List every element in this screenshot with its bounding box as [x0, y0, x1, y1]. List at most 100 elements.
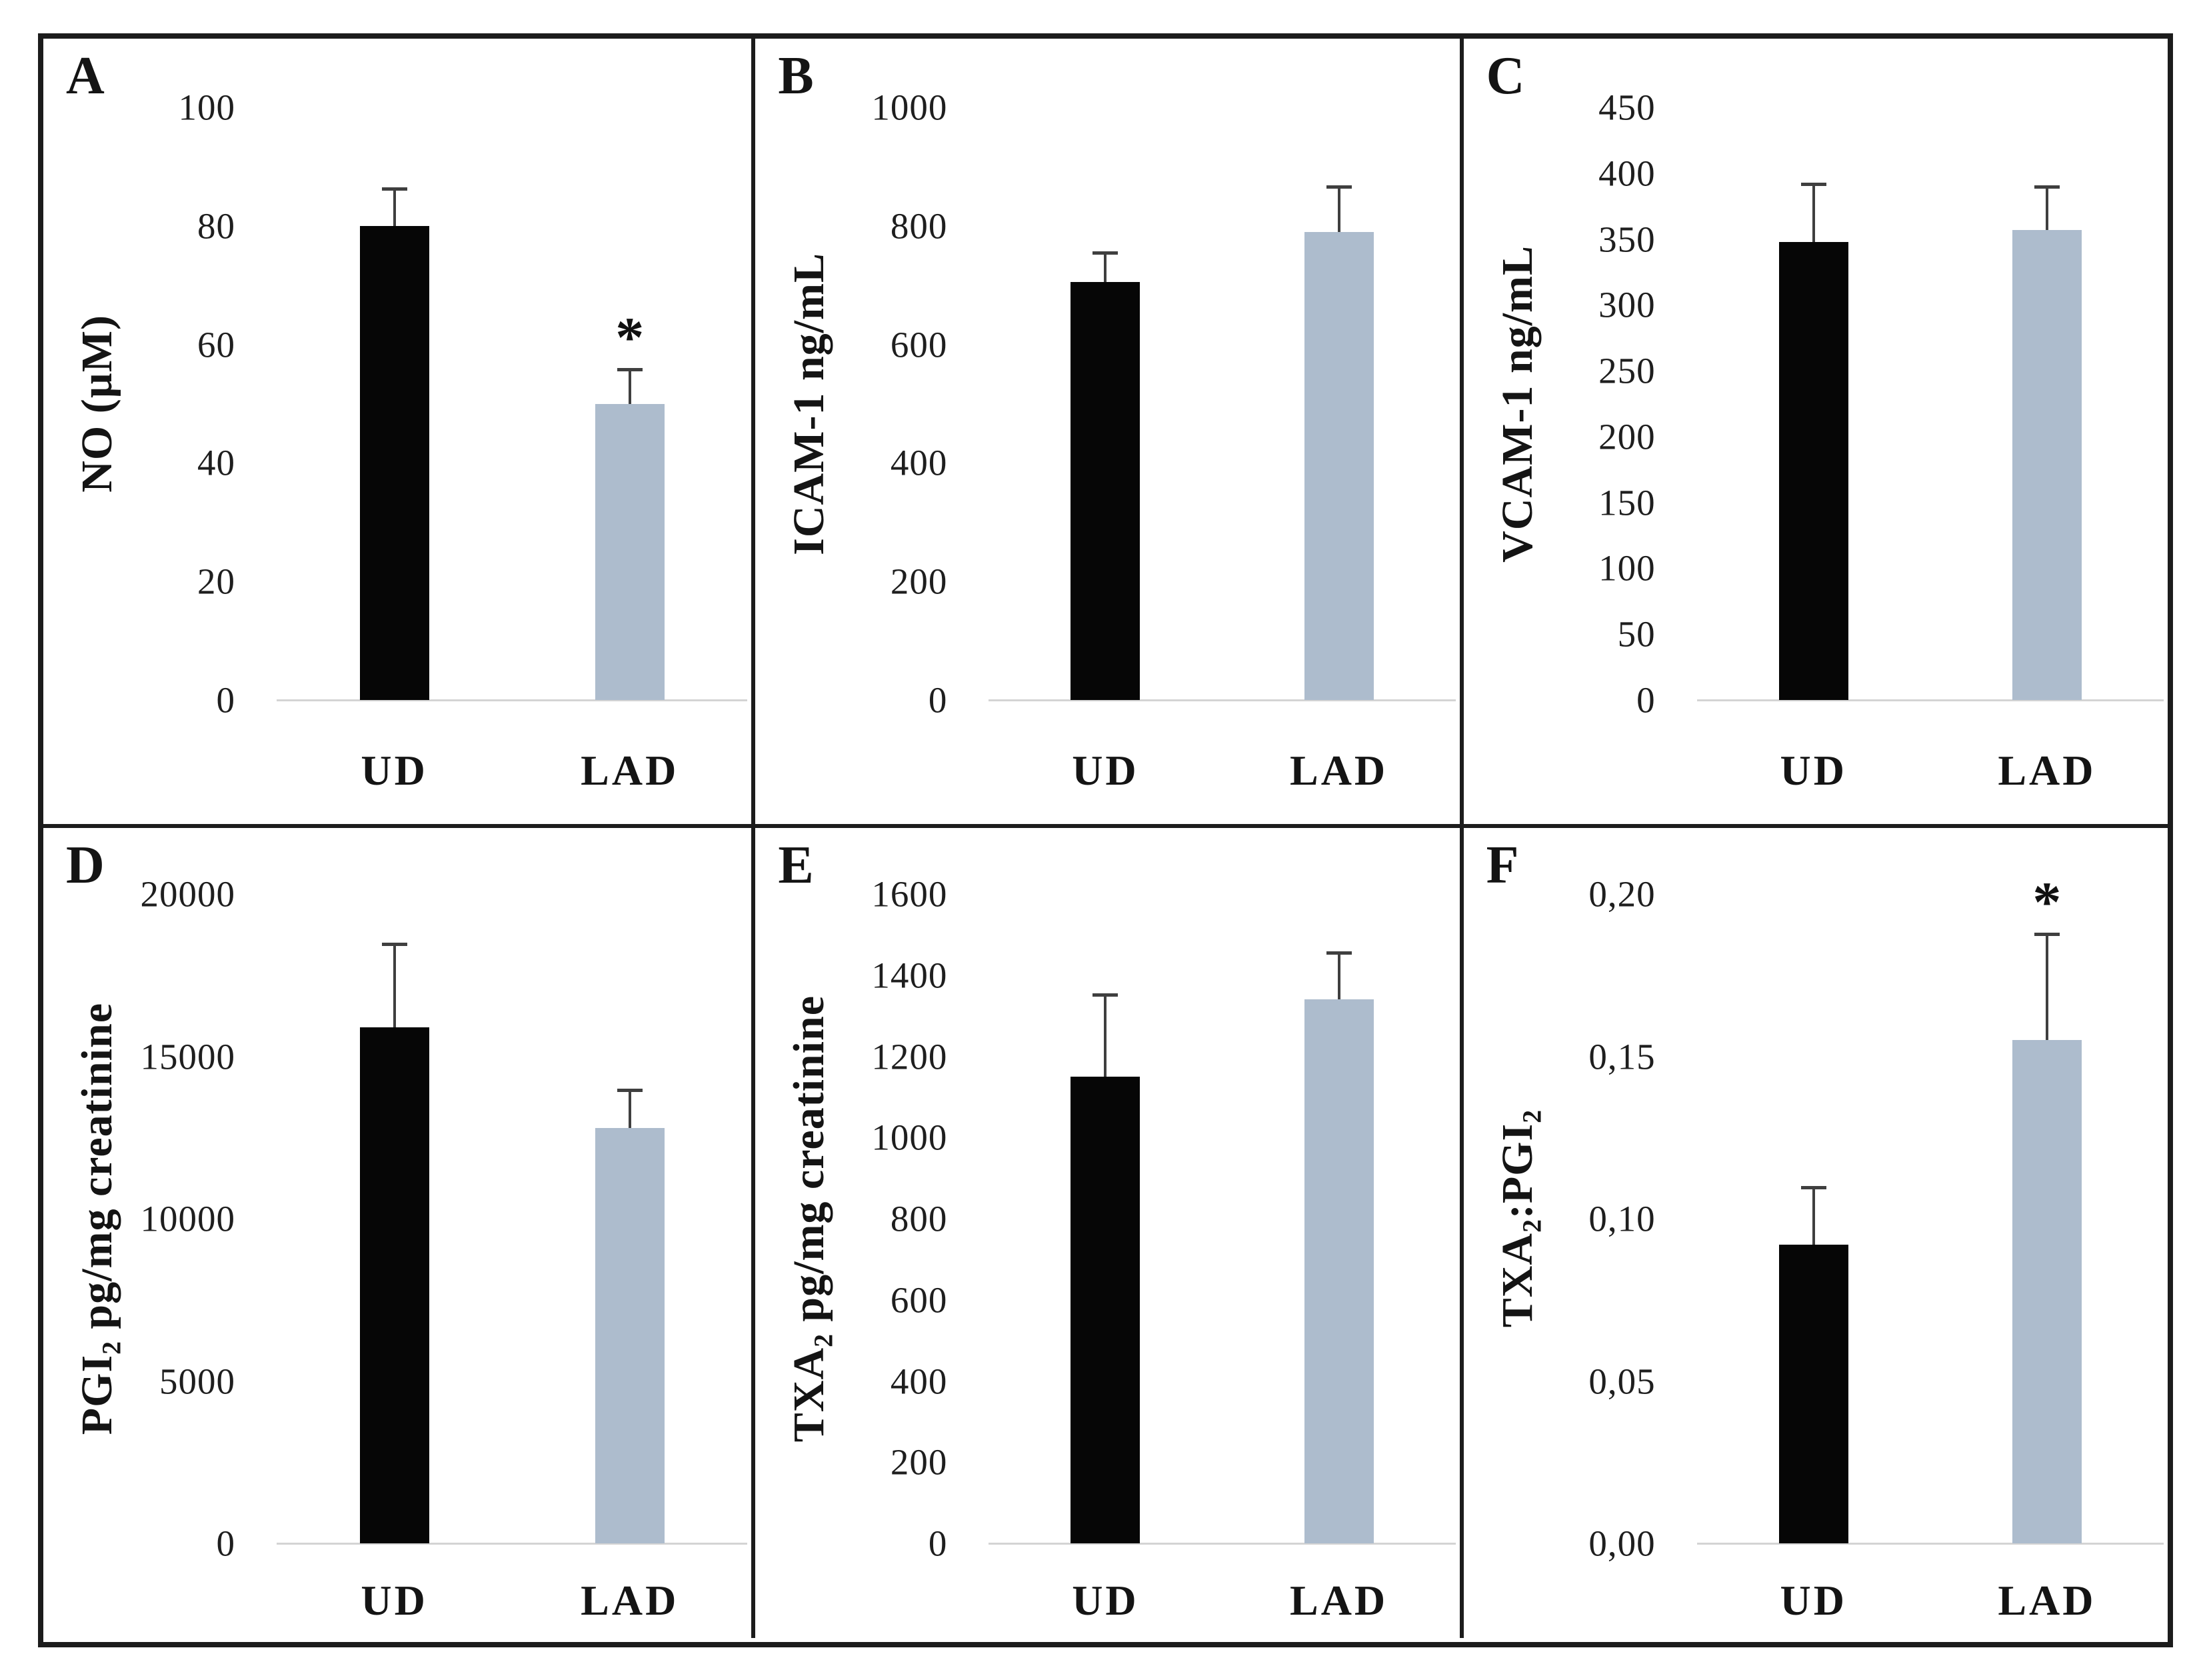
- y-tick-label: 200: [1598, 416, 1656, 457]
- plot-area: UD * LAD: [277, 107, 748, 792]
- y-tick-label: 0: [216, 1523, 235, 1564]
- y-tick-label: 300: [1598, 284, 1656, 325]
- panel-b: B ICAM-1 ng/mL 1000 800 600 400 200 0 UD LAD: [751, 39, 1460, 824]
- y-tick-label: 0,15: [1588, 1036, 1656, 1077]
- panel-d: D PGI₂ pg/mg creatinine 20000 15000 10000 5…: [43, 824, 752, 1638]
- plot-area: UD * LAD: [1696, 873, 2164, 1622]
- figure-grid: A NO (µM) 100 80 60 40 20 0 UD * LAD B ICAM-1 n…: [38, 33, 2173, 1647]
- y-tick-label: 1400: [871, 955, 948, 996]
- y-tick-label: 150: [1598, 482, 1656, 523]
- error-bar-lad: [1337, 185, 1340, 232]
- x-axis-baseline: [277, 1543, 748, 1545]
- y-tick-label: 600: [890, 1279, 948, 1321]
- plot-area: UD LAD: [989, 894, 1456, 1622]
- y-axis-ticks: 1000 800 600 400 200 0: [755, 89, 948, 719]
- y-tick-label: 1000: [871, 1117, 948, 1158]
- x-axis-label-ud: UD: [1072, 747, 1139, 794]
- error-bar-ud: [1812, 1186, 1815, 1245]
- significance-asterisk: *: [2032, 870, 2062, 935]
- y-tick-label: 800: [890, 1198, 948, 1239]
- x-axis-label-lad: LAD: [1290, 747, 1388, 794]
- bar-lad: [595, 403, 665, 700]
- y-tick-label: 400: [890, 442, 948, 483]
- y-tick-label: 50: [1617, 613, 1656, 655]
- significance-asterisk: *: [615, 305, 645, 369]
- error-bar-ud: [1104, 993, 1107, 1077]
- error-bar-ud: [393, 943, 396, 1027]
- error-bar-ud: [393, 187, 396, 226]
- x-axis-label-ud: UD: [361, 1577, 428, 1624]
- panel-letter: D: [66, 836, 105, 895]
- y-tick-label: 60: [197, 324, 235, 365]
- x-axis-baseline: [1696, 1543, 2164, 1545]
- y-tick-label: 15000: [140, 1036, 235, 1077]
- x-axis-label-lad: LAD: [1998, 747, 2096, 794]
- bar-ud: [359, 1027, 429, 1543]
- bar-ud: [1071, 1076, 1140, 1543]
- x-axis-label-ud: UD: [361, 747, 428, 794]
- y-axis-ticks: 450 400 350 300 250 200 150 100 50 0: [1464, 89, 1656, 719]
- y-tick-label: 400: [1598, 153, 1656, 194]
- x-axis-baseline: [989, 699, 1456, 701]
- x-axis-baseline: [989, 1543, 1456, 1545]
- bar-lad: [1304, 231, 1374, 700]
- y-tick-label: 100: [178, 87, 235, 128]
- y-tick-label: 350: [1598, 219, 1656, 260]
- x-axis-label-ud: UD: [1780, 747, 1847, 794]
- y-tick-label: 0,10: [1588, 1198, 1656, 1239]
- y-tick-label: 80: [197, 205, 235, 247]
- panel-letter: E: [778, 836, 814, 895]
- y-tick-label: 400: [890, 1361, 948, 1401]
- y-tick-label: 600: [890, 324, 948, 365]
- bar-ud: [1071, 282, 1140, 700]
- y-axis-ticks: 100 80 60 40 20 0: [43, 89, 235, 719]
- x-axis-label-lad: LAD: [581, 747, 679, 794]
- y-tick-label: 0: [1636, 679, 1656, 721]
- y-axis-ticks: 0,20 0,15 0,10 0,05 0,00: [1464, 876, 1656, 1562]
- x-axis-label-lad: LAD: [1998, 1577, 2096, 1624]
- x-axis-baseline: [1696, 699, 2164, 701]
- y-tick-label: 40: [197, 442, 235, 483]
- panel-c: C VCAM-1 ng/mL 450 400 350 300 250 200 150 100 5…: [1459, 39, 2168, 824]
- y-axis-ticks: 1600 1400 1200 1000 800 600 400 200 0: [755, 876, 948, 1562]
- y-tick-label: 450: [1598, 87, 1656, 128]
- error-bar-lad: [628, 1089, 631, 1128]
- error-bar-ud: [1104, 251, 1107, 283]
- bar-lad: [2012, 1040, 2082, 1543]
- bar-lad: [1304, 999, 1374, 1543]
- panel-letter: F: [1486, 836, 1519, 895]
- y-tick-label: 1600: [871, 873, 948, 915]
- panel-a: A NO (µM) 100 80 60 40 20 0 UD * LAD: [43, 39, 752, 824]
- error-bar-lad: [1337, 951, 1340, 1000]
- x-axis-label-ud: UD: [1072, 1577, 1139, 1624]
- y-tick-label: 800: [890, 205, 948, 247]
- y-tick-label: 20000: [140, 873, 235, 915]
- y-tick-label: 0: [928, 1523, 948, 1564]
- bar-ud: [1778, 1244, 1848, 1543]
- panel-letter: A: [66, 47, 105, 105]
- panel-letter: C: [1486, 47, 1525, 105]
- panel-e: E TXA₂ pg/mg creatinine 1600 1400 1200 1000…: [751, 824, 1460, 1638]
- y-tick-label: 100: [1598, 547, 1656, 589]
- y-tick-label: 0,00: [1588, 1523, 1656, 1564]
- y-tick-label: 10000: [140, 1198, 235, 1239]
- error-bar-ud: [1812, 182, 1815, 242]
- x-axis-label-lad: LAD: [581, 1577, 679, 1624]
- panel-f: F TXA₂:PGI₂ 0,20 0,15 0,10 0,05 0,00 UD * LAD: [1459, 824, 2168, 1638]
- x-axis-baseline: [277, 699, 748, 701]
- plot-area: UD LAD: [989, 107, 1456, 792]
- error-bar-lad: [2045, 185, 2048, 230]
- y-tick-label: 5000: [159, 1361, 235, 1401]
- y-tick-label: 250: [1598, 350, 1656, 391]
- y-tick-label: 1000: [871, 87, 948, 128]
- x-axis-label-ud: UD: [1780, 1577, 1847, 1624]
- plot-area: UD LAD: [277, 894, 748, 1622]
- y-tick-label: 0,05: [1588, 1361, 1656, 1401]
- y-tick-label: 0,20: [1588, 873, 1656, 915]
- bar-lad: [2012, 229, 2082, 700]
- error-bar-lad: [628, 368, 631, 404]
- panel-letter: B: [778, 47, 814, 105]
- y-tick-label: 200: [890, 561, 948, 602]
- y-tick-label: 1200: [871, 1036, 948, 1077]
- bar-ud: [1778, 241, 1848, 700]
